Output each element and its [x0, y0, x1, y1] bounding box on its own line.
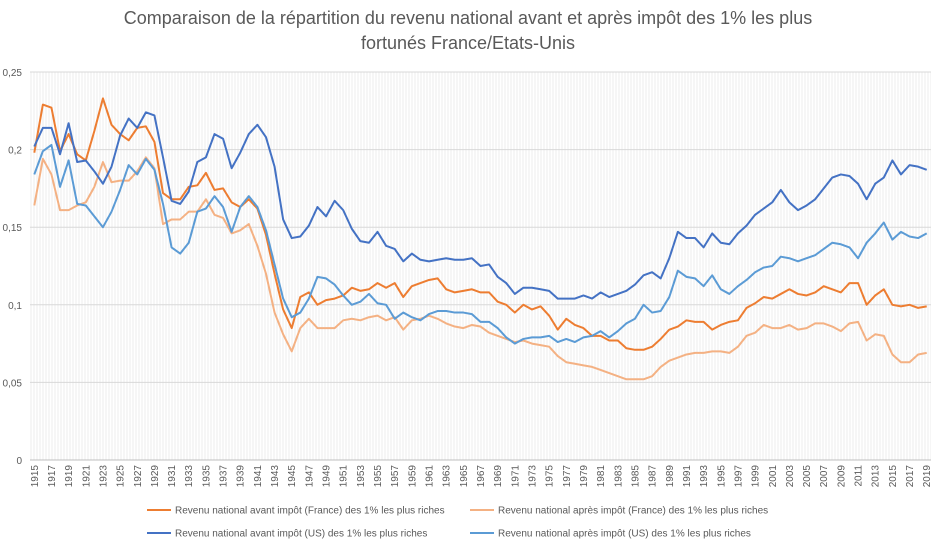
x-tick-label: 1977 [562, 465, 573, 488]
x-tick-label: 1979 [579, 465, 590, 488]
x-tick-label: 1945 [287, 465, 298, 488]
chart-title-line-2: fortunés France/Etats-Unis [360, 33, 576, 53]
gridlines [30, 71, 931, 461]
legend-label-4: Revenu national après impôt (US) des 1% … [498, 529, 751, 540]
x-tick-label: 1959 [407, 465, 418, 488]
x-tick-label: 1933 [184, 465, 195, 488]
x-tick-label: 1953 [356, 465, 367, 488]
x-tick-label: 1955 [373, 465, 384, 488]
x-tick-label: 1981 [596, 465, 607, 488]
x-tick-label: 1949 [322, 465, 333, 488]
x-tick-label: 1937 [219, 465, 230, 488]
x-tick-label: 1985 [630, 465, 641, 488]
x-tick-label: 1935 [201, 465, 212, 488]
y-axis: 0 0,05 0,1 0,15 0,2 0,25 [3, 68, 23, 467]
x-tick-label: 1939 [236, 465, 247, 488]
x-tick-label: 1919 [64, 465, 75, 488]
x-tick-label: 1947 [304, 465, 315, 488]
y-tick-label: 0 [16, 456, 22, 467]
x-tick-label: 1917 [47, 465, 58, 488]
x-tick-label: 2017 [905, 465, 916, 488]
x-tick-label: 1915 [30, 465, 41, 488]
x-tick-label: 1951 [339, 465, 350, 488]
x-tick-label: 1993 [699, 465, 710, 488]
x-tick-label: 2001 [768, 465, 779, 488]
x-tick-label: 2009 [836, 465, 847, 488]
x-tick-label: 1983 [613, 465, 624, 488]
x-tick-label: 1923 [98, 465, 109, 488]
series-line-1 [33, 97, 927, 351]
x-tick-label: 1961 [425, 465, 436, 488]
x-tick-label: 2011 [854, 465, 865, 487]
x-tick-label: 1927 [133, 465, 144, 488]
x-tick-label: 1969 [493, 465, 504, 488]
series-line-4 [33, 143, 928, 345]
legend-label-1: Revenu national avant impôt (France) des… [175, 506, 445, 517]
x-tick-label: 1967 [476, 465, 487, 488]
x-tick-label: 1965 [459, 465, 470, 488]
series-line-3 [33, 111, 928, 300]
y-tick-label: 0,25 [3, 68, 23, 79]
x-tick-label: 2013 [871, 465, 882, 488]
x-tick-label: 1973 [527, 465, 538, 488]
x-tick-label: 1931 [167, 465, 178, 488]
x-tick-label: 1929 [150, 465, 161, 488]
x-tick-label: 2015 [888, 465, 899, 488]
x-tick-label: 1999 [751, 465, 762, 488]
x-tick-label: 1943 [270, 465, 281, 488]
x-tick-label: 1975 [545, 465, 556, 488]
x-tick-label: 1921 [81, 465, 92, 488]
x-tick-label: 1963 [442, 465, 453, 488]
x-tick-label: 1995 [716, 465, 727, 488]
x-tick-label: 1991 [682, 465, 693, 488]
series-lines [33, 97, 928, 381]
x-tick-label: 2019 [922, 465, 933, 488]
chart-title-line-1: Comparaison de la répartition du revenu … [123, 8, 813, 28]
series-line-2 [33, 156, 927, 381]
y-tick-label: 0,2 [8, 146, 22, 157]
chart-title: Comparaison de la répartition du revenu … [0, 6, 936, 56]
x-tick-label: 2003 [785, 465, 796, 488]
x-tick-label: 1987 [648, 465, 659, 488]
legend-label-2: Revenu national après impôt (France) des… [498, 506, 768, 517]
x-axis: 1915 1917 1919 1921 1923 1925 1927 1929 1931 1933… [30, 465, 933, 488]
x-tick-label: 1989 [665, 465, 676, 488]
x-tick-label: 1925 [116, 465, 127, 488]
x-tick-label: 1997 [733, 465, 744, 488]
y-tick-label: 0,1 [8, 301, 22, 312]
x-tick-label: 1941 [253, 465, 264, 488]
x-tick-label: 2007 [819, 465, 830, 488]
y-tick-label: 0,05 [3, 378, 23, 389]
x-tick-label: 1957 [390, 465, 401, 488]
y-tick-label: 0,15 [3, 223, 23, 234]
legend: Revenu national avant impôt (France) des… [147, 506, 768, 540]
legend-label-3: Revenu national avant impôt (US) des 1% … [175, 529, 427, 540]
x-tick-label: 2005 [802, 465, 813, 488]
x-tick-label: 1971 [510, 465, 521, 488]
